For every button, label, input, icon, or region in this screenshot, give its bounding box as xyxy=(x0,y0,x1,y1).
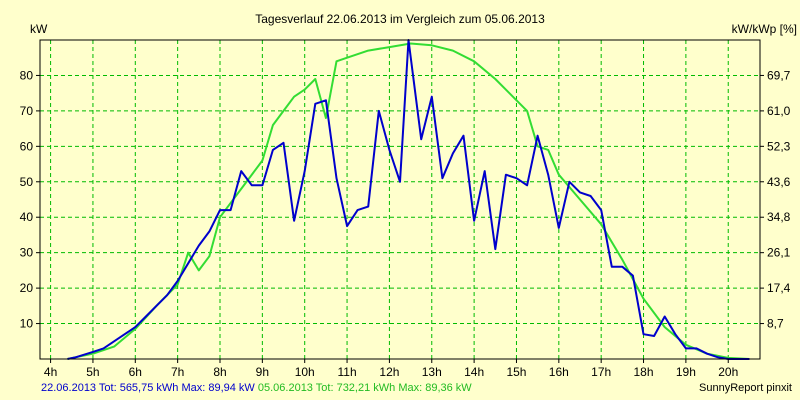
x-tick-label: 7h xyxy=(171,365,184,379)
ticks: 4h 5h 6h 7h 8h 9h 10h 11h 12h 13h 14h 15h 16h 17h 18h 1… xyxy=(20,68,791,379)
x-tick-label: 13h xyxy=(422,365,442,379)
x-tick-label: 8h xyxy=(213,365,226,379)
legend-series-2: 05.06.2013 Tot: 732,21 kWh Max: 89,36 kW xyxy=(257,382,472,394)
y-tick-label-left: 80 xyxy=(20,68,34,82)
credit: SunnyReport pinxit xyxy=(699,382,792,394)
x-tick-label: 6h xyxy=(129,365,142,379)
y-tick-label-left: 20 xyxy=(20,281,34,295)
plot-area xyxy=(40,40,760,359)
x-tick-label: 10h xyxy=(295,365,315,379)
y-tick-label-right: 52,3 xyxy=(767,139,791,153)
x-tick-label: 11h xyxy=(337,365,356,379)
legend-series-1: 22.06.2013 Tot: 565,75 kWh Max: 89,94 kW xyxy=(41,382,255,394)
y-tick-label-left: 40 xyxy=(20,210,34,224)
x-tick-label: 12h xyxy=(379,365,399,379)
y-tick-label-right: 8,7 xyxy=(767,317,784,331)
y-tick-label-right: 17,4 xyxy=(767,281,791,295)
y-tick-label-right: 69,7 xyxy=(767,68,791,82)
x-tick-label: 14h xyxy=(464,365,484,379)
y-tick-label-right: 61,0 xyxy=(767,104,791,118)
x-tick-label: 17h xyxy=(591,365,611,379)
x-tick-label: 19h xyxy=(676,365,696,379)
x-tick-label: 5h xyxy=(86,365,99,379)
series-line-22-06-2013 xyxy=(67,39,750,360)
x-tick-label: 4h xyxy=(44,365,57,379)
y-tick-label-right: 34,8 xyxy=(767,210,791,224)
chart-title: Tagesverlauf 22.06.2013 im Vergleich zum… xyxy=(255,12,545,26)
x-tick-label: 16h xyxy=(549,365,569,379)
y-tick-label-right: 26,1 xyxy=(767,246,791,260)
y-tick-label-left: 70 xyxy=(20,104,34,118)
x-tick-label: 18h xyxy=(634,365,654,379)
series-layer xyxy=(67,39,750,360)
y-tick-label-left: 10 xyxy=(20,317,34,331)
legend: 22.06.2013 Tot: 565,75 kWh Max: 89,94 kW… xyxy=(41,382,472,394)
x-tick-label: 9h xyxy=(256,365,269,379)
y-tick-label-right: 43,6 xyxy=(767,175,791,189)
y-tick-label-left: 60 xyxy=(20,139,34,153)
y-axis-right-label: kW/kWp [%] xyxy=(732,22,797,36)
plot-border xyxy=(39,39,761,360)
y-tick-label-left: 50 xyxy=(20,175,34,189)
x-tick-label: 20h xyxy=(718,365,738,379)
y-tick-label-left: 30 xyxy=(20,246,34,260)
y-axis-left-label: kW xyxy=(30,22,48,36)
x-tick-label: 15h xyxy=(506,365,526,379)
